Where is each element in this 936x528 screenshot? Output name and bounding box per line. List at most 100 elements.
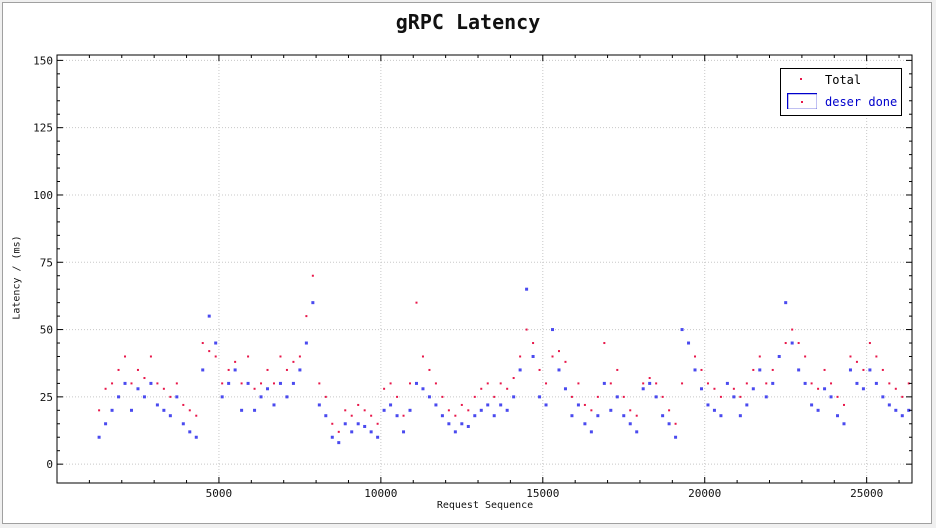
series-deser-done xyxy=(97,287,911,445)
data-point xyxy=(641,387,645,391)
data-point xyxy=(635,430,639,434)
data-point xyxy=(771,368,774,371)
data-point xyxy=(169,395,172,398)
data-point xyxy=(253,387,256,390)
data-point xyxy=(894,387,897,390)
data-point xyxy=(842,422,846,426)
data-point xyxy=(700,368,703,371)
data-point xyxy=(162,387,165,390)
data-point xyxy=(577,382,580,385)
data-point xyxy=(201,342,204,345)
data-point xyxy=(480,387,483,390)
data-point xyxy=(220,395,224,399)
data-point xyxy=(473,395,476,398)
data-point xyxy=(635,414,638,417)
data-point xyxy=(337,430,340,433)
data-point xyxy=(240,408,244,412)
data-point xyxy=(576,403,580,407)
data-point xyxy=(706,382,709,385)
data-point xyxy=(453,430,457,434)
data-point xyxy=(758,368,762,372)
legend-label-total: Total xyxy=(825,73,862,87)
data-point xyxy=(311,274,314,277)
data-point xyxy=(363,409,366,412)
data-point xyxy=(900,414,904,418)
data-point xyxy=(499,382,502,385)
data-point xyxy=(285,368,288,371)
data-point xyxy=(110,408,114,412)
data-point xyxy=(382,408,386,412)
data-point xyxy=(545,382,548,385)
legend-item-deser-done: deser done xyxy=(781,93,901,113)
data-point xyxy=(324,395,327,398)
y-axis-label: Latency / (ms) xyxy=(11,235,23,320)
data-point xyxy=(460,422,464,426)
data-point xyxy=(538,368,541,371)
data-point xyxy=(266,387,270,391)
x-axis-label: Request Sequence xyxy=(436,500,534,511)
data-point xyxy=(725,381,729,385)
data-point xyxy=(427,395,431,399)
data-point xyxy=(505,408,509,412)
data-point xyxy=(324,414,328,418)
data-point xyxy=(201,368,205,372)
data-point xyxy=(797,342,800,345)
data-point xyxy=(764,395,768,399)
data-point xyxy=(428,368,431,371)
data-point xyxy=(344,409,347,412)
data-point xyxy=(156,382,159,385)
data-point xyxy=(531,354,535,358)
data-point xyxy=(694,355,697,358)
data-point xyxy=(907,382,910,385)
data-point xyxy=(466,424,470,428)
y-tick-label: 0 xyxy=(46,458,53,471)
y-tick-label: 75 xyxy=(40,256,53,269)
data-point xyxy=(596,395,599,398)
data-point xyxy=(849,355,852,358)
data-point xyxy=(570,395,573,398)
data-point xyxy=(855,360,858,363)
data-point xyxy=(583,403,586,406)
data-point xyxy=(848,368,852,372)
data-point xyxy=(739,395,742,398)
legend-marker-deser-done xyxy=(787,93,817,109)
y-tick-label: 150 xyxy=(33,54,53,67)
data-point xyxy=(227,381,231,385)
grid-lines xyxy=(57,55,912,483)
data-point xyxy=(861,387,865,391)
data-point xyxy=(687,341,691,345)
data-point xyxy=(563,387,567,391)
data-point xyxy=(246,381,250,385)
data-point xyxy=(130,382,133,385)
data-point xyxy=(680,328,684,332)
data-point xyxy=(396,395,399,398)
data-point xyxy=(104,422,108,426)
data-point xyxy=(642,382,645,385)
data-point xyxy=(221,382,224,385)
data-point xyxy=(538,395,542,399)
data-point xyxy=(104,387,107,390)
data-point xyxy=(532,342,535,345)
data-point xyxy=(797,368,801,372)
data-point xyxy=(97,435,101,439)
data-point xyxy=(486,382,489,385)
data-point xyxy=(829,395,833,399)
y-tick-label: 100 xyxy=(33,189,53,202)
data-point xyxy=(693,368,697,372)
data-point xyxy=(784,342,787,345)
data-point xyxy=(506,387,509,390)
data-point xyxy=(234,360,237,363)
data-point xyxy=(518,368,522,372)
data-point xyxy=(512,395,516,399)
y-tick-label: 25 xyxy=(40,391,53,404)
data-point xyxy=(376,435,380,439)
data-point xyxy=(279,355,282,358)
data-point xyxy=(337,441,341,445)
x-tick-label: 25000 xyxy=(850,487,883,500)
data-point xyxy=(907,408,911,412)
data-point xyxy=(791,328,794,331)
data-point xyxy=(117,368,120,371)
data-point xyxy=(661,395,664,398)
data-point xyxy=(525,287,529,291)
